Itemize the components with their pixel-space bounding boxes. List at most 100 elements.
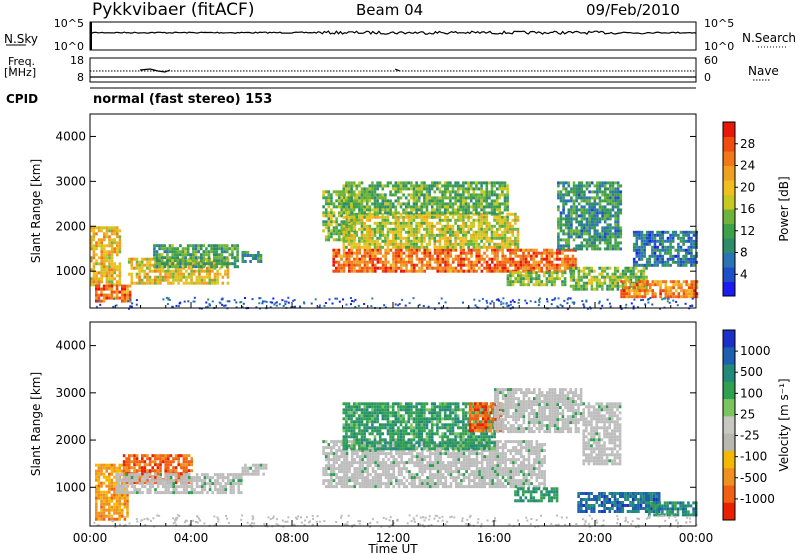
power-pixel: [219, 302, 222, 305]
power-pixel: [350, 263, 354, 267]
power-pixel: [588, 223, 591, 227]
power-pixel: [532, 283, 536, 287]
power-pixel: [430, 196, 434, 200]
velocity-pixel: [125, 473, 129, 477]
velocity-pixel: [208, 488, 212, 492]
power-pixel: [595, 278, 599, 282]
power-pixel: [105, 250, 109, 254]
power-pixel: [446, 239, 450, 243]
velocity-pixel: [221, 473, 225, 477]
power-pixel: [462, 227, 465, 231]
power-pixel: [438, 199, 442, 203]
power-pixel: [258, 302, 261, 305]
power-pixel: [116, 253, 119, 257]
power-pixel: [415, 193, 418, 197]
power-pixel: [399, 221, 403, 225]
power-pixel: [454, 248, 458, 252]
power-pixel: [399, 212, 403, 216]
power-pixel: [426, 251, 429, 255]
power-pixel: [498, 196, 502, 200]
velocity-pixel: [159, 457, 162, 461]
velocity-pixel: [343, 464, 346, 468]
power-pixel: [358, 263, 361, 267]
power-pixel: [567, 223, 571, 227]
power-pixel: [548, 280, 551, 284]
power-pixel: [420, 269, 424, 273]
velocity-pixel: [353, 449, 357, 453]
velocity-pixel: [190, 457, 193, 461]
power-pixel: [413, 263, 416, 267]
velocity-pixel: [322, 446, 325, 450]
power-pixel: [446, 196, 450, 200]
power-pixel: [412, 193, 416, 197]
power-pixel: [493, 242, 496, 246]
power-pixel: [108, 229, 111, 233]
power-pixel: [653, 242, 657, 246]
power-pixel: [475, 208, 478, 212]
power-pixel: [184, 262, 187, 266]
velocity-pixel: [358, 464, 362, 468]
power-pixel: [318, 306, 321, 308]
power-pixel: [619, 272, 622, 276]
velocity-pixel: [141, 469, 144, 473]
power-pixel: [502, 302, 505, 305]
power-pixel: [459, 218, 463, 222]
velocity-pixel: [113, 496, 116, 500]
power-pixel: [436, 245, 439, 249]
power-pixel: [692, 257, 696, 261]
velocity-pixel: [356, 479, 359, 483]
power-pixel: [682, 257, 685, 261]
power-pixel: [164, 269, 167, 273]
power-pixel: [273, 303, 276, 306]
power-pixel: [384, 266, 387, 270]
power-pixel: [671, 257, 675, 261]
power-pixel: [221, 281, 225, 285]
power-pixel: [433, 257, 437, 261]
power-pixel: [381, 193, 385, 197]
power-pixel: [337, 205, 341, 209]
power-pixel: [360, 224, 364, 228]
velocity-pixel: [136, 488, 139, 492]
power-pixel: [490, 230, 494, 234]
power-pixel: [514, 263, 517, 267]
power-pixel: [397, 211, 400, 215]
power-pixel: [462, 260, 465, 264]
power-pixel: [394, 190, 398, 194]
power-pixel: [609, 217, 612, 221]
power-pixel: [522, 248, 525, 252]
power-pixel: [569, 284, 573, 288]
power-pixel: [569, 257, 572, 261]
power-pixel: [220, 262, 224, 266]
power-pixel: [220, 256, 224, 260]
power-pixel: [620, 295, 623, 299]
power-pixel: [467, 251, 471, 255]
power-pixel: [682, 263, 685, 267]
power-pixel: [102, 296, 106, 300]
velocity-pixel: [182, 491, 186, 495]
power-pixel: [420, 263, 424, 267]
power-pixel: [609, 232, 612, 236]
power-pixel: [345, 215, 348, 219]
power-pixel: [616, 205, 620, 209]
power-pixel: [389, 202, 392, 206]
power-pixel: [439, 263, 442, 267]
power-pixel: [384, 205, 387, 209]
velocity-pixel: [185, 463, 188, 467]
velocity-pixel: [214, 488, 217, 492]
power-pixel: [606, 275, 609, 279]
power-pixel: [205, 272, 209, 276]
velocity-pixel: [180, 491, 183, 495]
power-pixel: [692, 230, 696, 234]
power-pixel: [118, 277, 122, 281]
power-pixel: [405, 248, 408, 252]
power-pixel: [100, 238, 103, 242]
power-pixel: [574, 260, 577, 264]
power-pixel: [159, 281, 162, 285]
power-pixel: [410, 263, 413, 267]
power-pixel: [168, 244, 172, 248]
power-pixel: [616, 190, 620, 194]
power-pixel: [477, 211, 481, 215]
velocity-pixel: [130, 473, 134, 477]
power-pixel: [682, 236, 685, 240]
power-pixel: [480, 187, 483, 191]
